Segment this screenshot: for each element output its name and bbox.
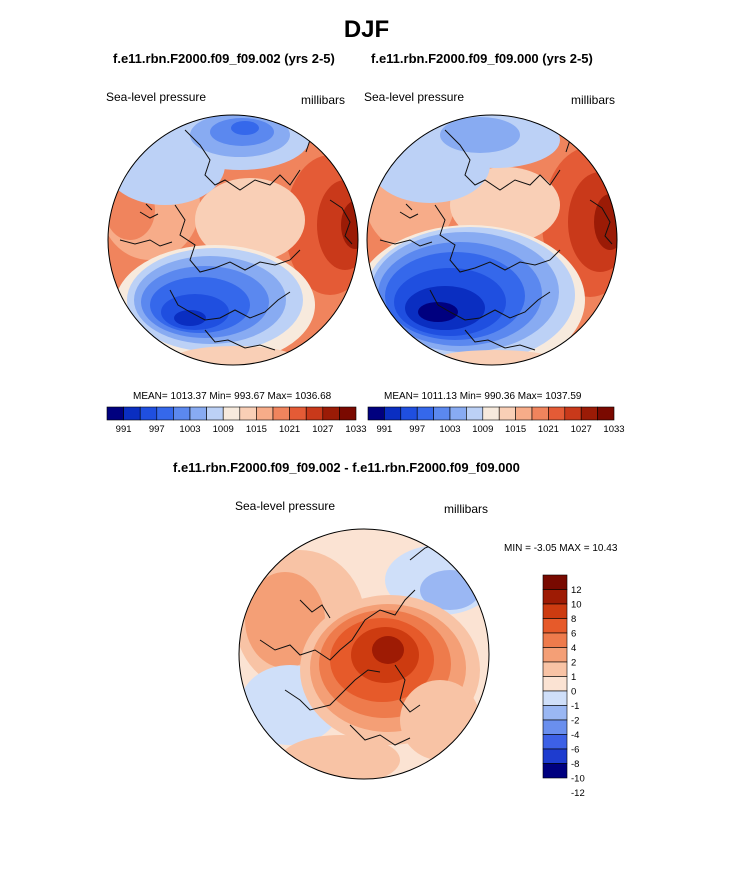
diff-colorbar-swatch bbox=[542, 618, 568, 634]
panel2-colorbar-swatch bbox=[416, 406, 434, 421]
diff-right-label: millibars bbox=[444, 502, 489, 516]
panel2-colorbar-swatch bbox=[384, 406, 402, 421]
panel2-colorbar-swatch bbox=[564, 406, 582, 421]
panel1-colorbar-swatch bbox=[272, 406, 290, 421]
panel1-colorbar-swatch bbox=[322, 406, 340, 421]
diff-colorbar-swatch bbox=[542, 690, 568, 706]
diff-colorbar-tick-label: 4 bbox=[571, 643, 576, 654]
diff-colorbar-tick-label: 8 bbox=[571, 614, 576, 625]
diff-left-label: Sea-level pressure bbox=[235, 499, 336, 513]
diff-colorbar-swatch bbox=[542, 574, 568, 590]
panel2-colorbar-swatch bbox=[482, 406, 500, 421]
panel2-colorbar-swatch bbox=[498, 406, 516, 421]
diff-colorbar-tick-label: 12 bbox=[571, 585, 582, 596]
diff-colorbar-tick-label: 10 bbox=[571, 600, 582, 611]
panel2-colorbar-tick-label: 1033 bbox=[603, 424, 624, 435]
panel1-colorbar-tick-label: 991 bbox=[116, 424, 132, 435]
diff-colorbar-swatch bbox=[542, 647, 568, 663]
panel2-map bbox=[367, 115, 617, 365]
diff-colorbar-tick-label: -2 bbox=[571, 716, 579, 727]
panel1-colorbar-tick-label: 997 bbox=[149, 424, 165, 435]
panel1-colorbar-swatch bbox=[305, 406, 324, 421]
panel1-colorbar-swatch bbox=[239, 406, 257, 421]
panel2-colorbar-tick-label: 1009 bbox=[472, 424, 493, 435]
panel2-colorbar-swatch bbox=[400, 406, 418, 421]
panel2-colorbar-tick-label: 1021 bbox=[538, 424, 559, 435]
panel1-stats: MEAN= 1013.37 Min= 993.67 Max= 1036.68 bbox=[133, 391, 332, 402]
diff-colorbar-swatch bbox=[542, 676, 568, 692]
panel2-colorbar-swatch bbox=[580, 406, 598, 421]
panel1-colorbar-swatch bbox=[206, 406, 224, 421]
panel2-colorbar: 991 997 1003 1009 1015 1021 1027 1033 bbox=[367, 406, 625, 435]
panel2-colorbar-swatch bbox=[531, 406, 549, 421]
panel2-stats: MEAN= 1011.13 Min= 990.36 Max= 1037.59 bbox=[384, 391, 582, 402]
diff-colorbar-tick-label: -12 bbox=[571, 788, 585, 799]
panel1-colorbar-swatch bbox=[173, 406, 191, 421]
panel1-colorbar-swatch bbox=[222, 406, 241, 421]
panel2-colorbar-swatch bbox=[466, 406, 484, 421]
diff-colorbar-tick-label: -6 bbox=[571, 745, 579, 756]
panel2-title: f.e11.rbn.F2000.f09_f09.000 (yrs 2-5) bbox=[371, 51, 593, 66]
diff-colorbar-swatch bbox=[542, 661, 568, 677]
panel2-left-label: Sea-level pressure bbox=[364, 90, 465, 104]
diff-map bbox=[239, 529, 489, 779]
panel2-right-label: millibars bbox=[571, 93, 616, 107]
diff-colorbar-tick-label: -8 bbox=[571, 759, 579, 770]
panel1-colorbar-tick-label: 1033 bbox=[345, 424, 366, 435]
diff-colorbar-swatch bbox=[542, 734, 568, 750]
diff-colorbar-swatch bbox=[542, 603, 568, 619]
panel1-colorbar-swatch bbox=[339, 406, 357, 421]
diff-colorbar-swatch bbox=[542, 763, 568, 779]
diff-colorbar-tick-label: -10 bbox=[571, 774, 585, 785]
panel1-map bbox=[108, 115, 358, 365]
diff-colorbar-tick-label: 1 bbox=[571, 672, 576, 683]
panel2-colorbar-tick-label: 1015 bbox=[505, 424, 526, 435]
diff-colorbar-swatch bbox=[542, 705, 568, 721]
panel1-colorbar: 991 997 1003 1009 1015 1021 1027 1033 bbox=[106, 406, 367, 435]
panel2-colorbar-tick-label: 997 bbox=[409, 424, 425, 435]
panel1-colorbar-swatch bbox=[256, 406, 274, 421]
panel1-colorbar-tick-label: 1021 bbox=[279, 424, 300, 435]
panel1-colorbar-tick-label: 1027 bbox=[312, 424, 333, 435]
panel2-colorbar-tick-label: 1003 bbox=[439, 424, 460, 435]
diff-colorbar-tick-label: 2 bbox=[571, 658, 576, 669]
figure-title: DJF bbox=[343, 16, 390, 43]
panel2-colorbar-swatch bbox=[515, 406, 533, 421]
panel1-colorbar-swatch bbox=[289, 406, 307, 421]
diff-stats: MIN = -3.05 MAX = 10.43 bbox=[504, 543, 618, 554]
diff-colorbar-swatch bbox=[542, 632, 568, 648]
panel2-colorbar-tick-label: 991 bbox=[376, 424, 392, 435]
panel1-colorbar-tick-label: 1009 bbox=[213, 424, 234, 435]
panel1-colorbar-swatch bbox=[139, 406, 158, 421]
panel1-title: f.e11.rbn.F2000.f09_f09.002 (yrs 2-5) bbox=[113, 51, 335, 66]
panel1-colorbar-swatch bbox=[123, 406, 141, 421]
diff-colorbar-tick-label: 6 bbox=[571, 629, 576, 640]
diff-colorbar-swatch bbox=[542, 748, 568, 764]
diff-colorbar-swatch bbox=[542, 719, 568, 735]
diff-colorbar-tick-label: -1 bbox=[571, 701, 579, 712]
panel1-colorbar-swatch bbox=[156, 406, 174, 421]
panel1-colorbar-tick-label: 1015 bbox=[246, 424, 267, 435]
diff-title: f.e11.rbn.F2000.f09_f09.002 - f.e11.rbn.… bbox=[173, 460, 520, 475]
panel1-colorbar-tick-label: 1003 bbox=[179, 424, 200, 435]
panel2-colorbar-swatch bbox=[367, 406, 385, 421]
panel1-left-label: Sea-level pressure bbox=[106, 90, 207, 104]
panel2-colorbar-swatch bbox=[449, 406, 467, 421]
panel2-colorbar-swatch bbox=[433, 406, 451, 421]
panel1-colorbar-swatch bbox=[106, 406, 124, 421]
panel2-colorbar-swatch bbox=[548, 406, 566, 421]
panel2-colorbar-tick-label: 1027 bbox=[571, 424, 592, 435]
diff-colorbar-swatch bbox=[542, 589, 568, 605]
diff-colorbar-tick-label: -4 bbox=[571, 730, 579, 741]
diff-colorbar-tick-label: 0 bbox=[571, 687, 576, 698]
panel2-colorbar-swatch bbox=[597, 406, 615, 421]
panel1-right-label: millibars bbox=[301, 93, 346, 107]
panel1-colorbar-swatch bbox=[189, 406, 207, 421]
